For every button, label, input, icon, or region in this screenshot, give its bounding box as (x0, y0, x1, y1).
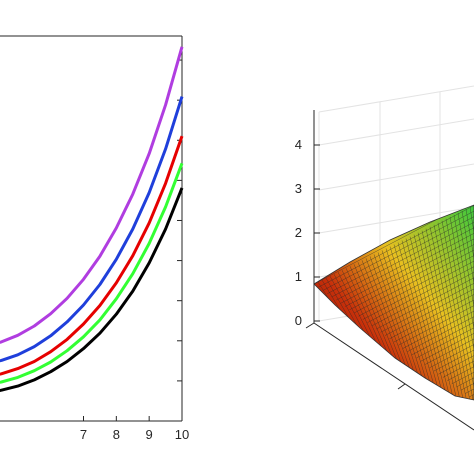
mesh-line (438, 269, 474, 375)
mesh-line (429, 226, 474, 400)
mesh-line (421, 230, 469, 400)
z-ticks: 0 1 2 3 4 (295, 137, 320, 328)
z-tick-label: 1 (295, 269, 302, 284)
mesh-line (345, 205, 474, 307)
mesh-line (349, 205, 474, 310)
mesh-line (380, 227, 474, 333)
mesh-line (453, 214, 474, 400)
mesh-line (413, 234, 463, 400)
mesh-line (398, 240, 474, 346)
surface-patch (313, 204, 474, 401)
mesh-line (407, 246, 474, 352)
mesh-line (385, 230, 474, 336)
x-tick-label: 10 (175, 427, 189, 442)
series-line-4 (0, 46, 184, 344)
mesh-line (425, 259, 474, 365)
mesh-line (416, 252, 474, 359)
x-ticks: 7 8 9 10 (80, 416, 189, 442)
series-line-1 (0, 162, 184, 384)
mesh-line (362, 214, 474, 320)
mesh-line (314, 205, 474, 285)
mesh-line (417, 232, 466, 400)
series-line-3 (0, 96, 184, 363)
mesh-line (465, 208, 474, 400)
mesh-line (358, 211, 474, 317)
x-tick-label: 7 (80, 427, 87, 442)
surface (313, 204, 474, 401)
mesh-line (376, 223, 474, 330)
mesh-line (402, 243, 474, 349)
time-tick-10 (305, 322, 315, 329)
mesh-line (429, 262, 474, 368)
mesh-line (461, 210, 474, 400)
mesh-line (367, 217, 474, 323)
mesh-line (318, 205, 474, 288)
z-tick-label: 2 (295, 225, 302, 240)
mesh-line (331, 205, 474, 298)
mesh-line (449, 216, 474, 400)
mesh-line (433, 265, 474, 372)
line-chart-panel: 7 8 9 10 (0, 35, 189, 442)
series-line-0 (0, 187, 184, 392)
surface-chart-panel: 0 1 2 3 4 (295, 85, 474, 431)
time-tick-5 (397, 383, 406, 390)
mesh-line (353, 207, 474, 314)
mesh-line (445, 218, 474, 400)
mesh-line (336, 205, 474, 301)
mesh-line (322, 205, 474, 291)
time-axis-line (313, 322, 474, 431)
z-tick-label: 4 (295, 137, 302, 152)
mesh-line (441, 220, 474, 400)
mesh-line (411, 249, 474, 356)
series-lines (0, 46, 184, 392)
mesh-line (371, 220, 474, 327)
mesh-line (389, 233, 474, 339)
mesh-line (457, 212, 474, 400)
mesh-line (393, 236, 474, 343)
mesh-line (420, 256, 474, 362)
mesh-line (340, 205, 474, 304)
x-tick-label: 8 (113, 427, 120, 442)
series-line-2 (0, 135, 184, 376)
x-tick-label: 9 (146, 427, 153, 442)
mesh-line (437, 222, 474, 400)
z-tick-label: 0 (295, 313, 302, 328)
z-tick-label: 3 (295, 181, 302, 196)
mesh-line (327, 205, 474, 294)
